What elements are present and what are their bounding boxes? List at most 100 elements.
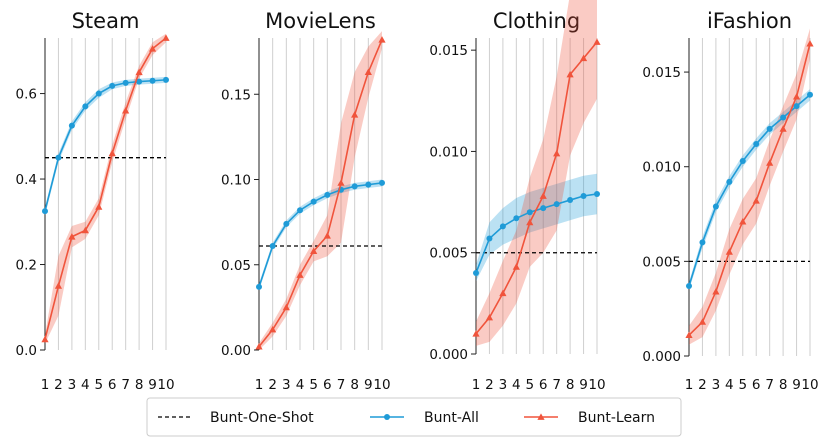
point-bunt-learn bbox=[95, 203, 103, 210]
point-bunt-all bbox=[68, 122, 75, 129]
panel-title: iFashion bbox=[707, 9, 792, 33]
y-tick-label: 0.0 bbox=[16, 343, 37, 359]
point-bunt-learn bbox=[162, 34, 170, 41]
y-tick-label: 0.015 bbox=[429, 43, 468, 59]
band-bunt-learn bbox=[476, 0, 597, 346]
point-bunt-all bbox=[712, 203, 719, 210]
point-bunt-all bbox=[122, 79, 129, 86]
line-bunt-learn bbox=[258, 39, 383, 348]
point-bunt-learn bbox=[337, 179, 345, 186]
x-tick-label: 1 bbox=[41, 377, 50, 393]
panel-ifashion: iFashion 0.000 0.005 0.010 0.015 1 2 3 4 5 6 7 8 9 10 bbox=[642, 9, 818, 393]
point-bunt-learn bbox=[282, 303, 290, 311]
x-tick-label: 3 bbox=[282, 377, 291, 393]
point-bunt-all bbox=[324, 191, 331, 198]
point-bunt-learn bbox=[255, 342, 263, 350]
point-bunt-all bbox=[567, 197, 574, 204]
point-bunt-all bbox=[163, 76, 169, 83]
point-bunt-all bbox=[540, 205, 547, 212]
y-tick-label: 0.05 bbox=[221, 258, 251, 274]
point-bunt-learn bbox=[135, 68, 143, 76]
point-bunt-learn bbox=[526, 218, 534, 226]
x-tick-label: 9 bbox=[364, 377, 373, 393]
panel-clothing: Clothing 0.000 0.005 0.010 0.015 1 2 3 4 5 6 7 8 9 10 bbox=[429, 0, 606, 393]
point-bunt-learn bbox=[499, 289, 507, 297]
point-bunt-all bbox=[473, 269, 479, 276]
legend-box bbox=[146, 397, 682, 437]
band-bunt-learn bbox=[45, 33, 166, 344]
x-tick-label: 4 bbox=[512, 377, 521, 393]
legend-label: Bunt-One-Shot bbox=[210, 410, 314, 426]
x-tick-label: 1 bbox=[255, 377, 264, 393]
x-tick-label: 7 bbox=[337, 377, 346, 393]
x-tick-label: 5 bbox=[309, 377, 318, 393]
x-tick-label: 5 bbox=[94, 377, 103, 393]
y-tick-label: 0.4 bbox=[16, 172, 37, 188]
point-bunt-all bbox=[256, 283, 262, 290]
point-bunt-all bbox=[686, 282, 692, 289]
line-bunt-learn bbox=[475, 41, 598, 335]
y-tick-label: 0.015 bbox=[642, 65, 681, 81]
band-bunt-learn bbox=[259, 31, 382, 350]
point-bunt-learn bbox=[766, 159, 774, 166]
point-bunt-learn bbox=[269, 325, 277, 333]
x-tick-label: 9 bbox=[792, 377, 801, 393]
x-tick-label: 5 bbox=[525, 377, 534, 393]
x-tick-label: 3 bbox=[499, 377, 508, 393]
x-tick-label: 6 bbox=[323, 377, 332, 393]
point-bunt-learn bbox=[122, 107, 130, 114]
point-bunt-learn bbox=[553, 149, 561, 157]
line-bunt-all bbox=[258, 182, 383, 288]
point-bunt-learn bbox=[351, 111, 359, 118]
panel-title: MovieLens bbox=[265, 9, 376, 33]
point-bunt-learn bbox=[712, 288, 720, 295]
point-bunt-all bbox=[499, 223, 506, 230]
point-bunt-all bbox=[136, 78, 143, 85]
x-tick-label: 1 bbox=[472, 377, 481, 393]
point-bunt-all bbox=[109, 82, 116, 89]
point-bunt-learn bbox=[539, 192, 547, 199]
point-bunt-all bbox=[95, 90, 102, 97]
line-bunt-learn bbox=[44, 37, 167, 340]
point-bunt-all bbox=[780, 114, 787, 121]
x-tick-label: 6 bbox=[752, 377, 761, 393]
point-bunt-all bbox=[793, 103, 800, 110]
legend: Bunt-One-Shot Bunt-All Bunt-Learn bbox=[146, 397, 682, 437]
x-tick-label: 10 bbox=[373, 377, 390, 393]
y-tick-label: 0.2 bbox=[16, 258, 37, 274]
legend-label: Bunt-All bbox=[424, 410, 479, 426]
x-tick-label: 2 bbox=[54, 377, 63, 393]
x-tick-label: 8 bbox=[135, 377, 144, 393]
point-bunt-all bbox=[526, 209, 533, 216]
point-bunt-all bbox=[82, 103, 89, 110]
point-bunt-all bbox=[365, 181, 372, 188]
point-bunt-learn bbox=[779, 125, 787, 132]
point-bunt-all bbox=[753, 141, 760, 147]
point-bunt-all bbox=[42, 208, 48, 215]
point-bunt-learn bbox=[68, 233, 76, 240]
band-bunt-all bbox=[689, 89, 810, 290]
panel-title: Steam bbox=[72, 9, 140, 33]
point-bunt-learn bbox=[148, 45, 157, 52]
x-tick-label: 2 bbox=[485, 377, 494, 393]
point-bunt-learn bbox=[593, 38, 601, 45]
point-bunt-all bbox=[726, 178, 733, 185]
point-bunt-all bbox=[310, 198, 317, 205]
legend-marker-bunt-learn bbox=[537, 413, 545, 420]
line-bunt-learn bbox=[688, 43, 811, 336]
y-tick-label: 0.010 bbox=[429, 144, 468, 160]
point-bunt-all bbox=[269, 243, 276, 249]
x-tick-label: 10 bbox=[801, 377, 818, 393]
y-tick-label: 0.000 bbox=[429, 347, 468, 363]
band-bunt-all bbox=[259, 179, 382, 291]
y-tick-label: 0.005 bbox=[642, 254, 681, 270]
point-bunt-learn bbox=[739, 218, 747, 225]
point-bunt-learn bbox=[579, 54, 588, 62]
point-bunt-learn bbox=[472, 330, 480, 337]
point-bunt-all bbox=[766, 125, 773, 132]
point-bunt-learn bbox=[41, 335, 49, 343]
x-tick-label: 7 bbox=[121, 377, 130, 393]
y-tick-label: 0.005 bbox=[429, 246, 468, 262]
point-bunt-learn bbox=[54, 282, 63, 289]
